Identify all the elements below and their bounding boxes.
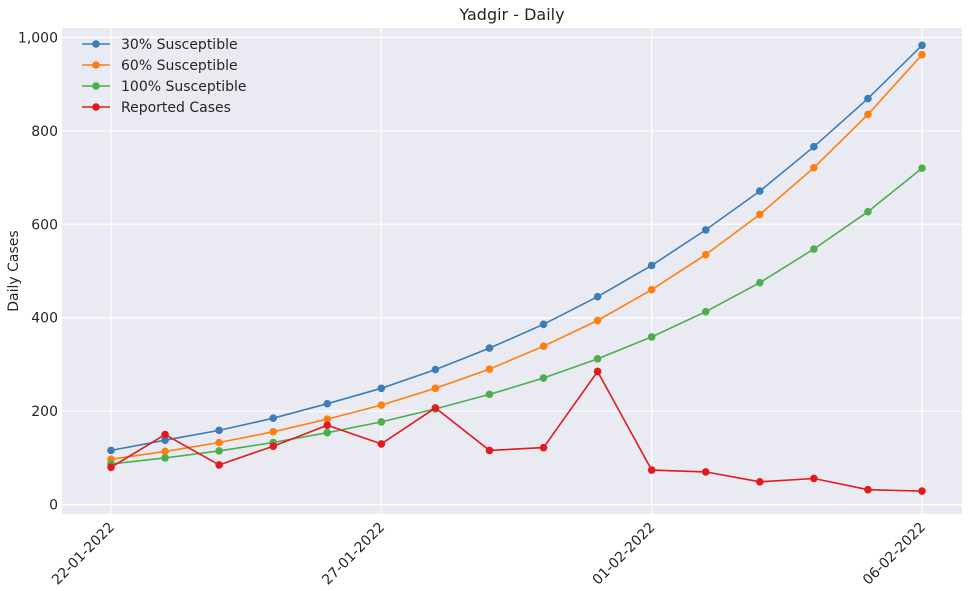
- data-point: [539, 374, 548, 382]
- x-tick-label: 22-01-2022: [49, 520, 118, 589]
- x-tick-label: 06-02-2022: [860, 520, 929, 589]
- data-point: [918, 487, 926, 495]
- data-point: [756, 210, 764, 219]
- data-point: [918, 164, 926, 172]
- data-point: [647, 333, 656, 341]
- data-point: [593, 292, 602, 301]
- data-point: [810, 163, 818, 172]
- data-point: [864, 94, 872, 103]
- data-point: [810, 474, 818, 483]
- data-point: [539, 342, 548, 351]
- data-point: [701, 226, 710, 234]
- grid: [62, 28, 962, 514]
- data-point: [215, 447, 223, 455]
- data-point: [215, 461, 223, 469]
- data-point: [701, 468, 710, 476]
- y-tick-label: 800: [31, 124, 58, 140]
- legend-marker: [92, 103, 100, 111]
- data-point: [323, 399, 332, 408]
- data-point: [323, 428, 332, 437]
- data-point: [269, 442, 278, 451]
- y-tick-label: 600: [31, 217, 58, 233]
- data-point: [269, 414, 278, 423]
- data-point: [215, 426, 223, 435]
- data-point: [810, 245, 818, 253]
- data-point: [323, 421, 332, 430]
- legend-marker: [92, 40, 100, 48]
- legend-item: 100% Susceptible: [82, 79, 247, 95]
- data-point: [593, 367, 602, 376]
- legend-label: 30% Susceptible: [121, 37, 238, 53]
- series-line: [110, 44, 923, 452]
- data-point: [593, 355, 602, 363]
- data-point: [161, 454, 169, 462]
- data-point: [107, 463, 115, 472]
- plot-background: [62, 28, 962, 514]
- data-point: [107, 446, 115, 455]
- data-point: [161, 430, 169, 439]
- chart-title: Yadgir - Daily: [458, 5, 564, 24]
- data-point: [647, 466, 656, 474]
- data-point: [161, 436, 169, 444]
- data-point: [485, 365, 494, 373]
- legend: 30% Susceptible 60% Susceptible 100% Susce…: [82, 37, 247, 116]
- y-tick-label: 200: [31, 404, 58, 420]
- y-tick-labels: 0 200 400 600 800 1,000: [18, 30, 58, 513]
- data-point: [269, 427, 278, 436]
- legend-label: 100% Susceptible: [121, 79, 247, 95]
- data-point: [756, 187, 764, 195]
- data-point: [377, 401, 386, 409]
- legend-marker: [92, 61, 100, 69]
- data-point: [215, 438, 223, 447]
- data-point: [431, 365, 440, 374]
- data-point: [593, 316, 602, 325]
- data-point: [647, 261, 656, 270]
- data-point: [756, 477, 764, 486]
- data-point: [377, 440, 386, 448]
- x-tick-labels: 22-01-2022 27-01-2022 01-02-2022 06-02-2022: [49, 520, 929, 589]
- legend-label: Reported Cases: [121, 100, 231, 116]
- x-tick-label: 27-01-2022: [319, 520, 388, 589]
- series-line: [110, 369, 923, 492]
- data-point: [161, 447, 169, 456]
- legend-label: 60% Susceptible: [121, 58, 238, 74]
- data-point: [918, 41, 926, 50]
- series-line: [110, 167, 923, 465]
- data-point: [864, 207, 872, 216]
- data-point: [431, 404, 440, 412]
- legend-item: 60% Susceptible: [82, 58, 238, 74]
- data-point: [377, 384, 386, 393]
- data-point: [539, 320, 548, 329]
- data-point: [864, 110, 872, 119]
- y-tick-label: 0: [49, 498, 58, 514]
- data-point: [918, 50, 926, 59]
- legend-item: Reported Cases: [82, 100, 231, 116]
- y-axis-label: Daily Cases: [6, 230, 22, 311]
- x-tick-label: 01-02-2022: [590, 520, 659, 589]
- series-1: [107, 50, 926, 464]
- data-point: [864, 485, 872, 494]
- data-point: [323, 415, 332, 423]
- series-3: [107, 367, 926, 495]
- series-0: [107, 41, 926, 455]
- data-point: [377, 418, 386, 426]
- series-line: [110, 54, 923, 461]
- data-point: [756, 278, 764, 287]
- data-point: [647, 285, 656, 294]
- data-point: [485, 344, 494, 352]
- y-tick-label: 1,000: [18, 30, 58, 46]
- data-point: [701, 307, 710, 316]
- series-layer: [107, 41, 926, 495]
- data-point: [539, 443, 548, 452]
- legend-marker: [92, 82, 100, 90]
- legend-item: 30% Susceptible: [82, 37, 238, 53]
- y-tick-label: 400: [31, 311, 58, 327]
- data-point: [485, 390, 494, 399]
- data-point: [810, 142, 818, 151]
- data-point: [485, 446, 494, 455]
- data-point: [431, 384, 440, 393]
- data-point: [701, 250, 710, 259]
